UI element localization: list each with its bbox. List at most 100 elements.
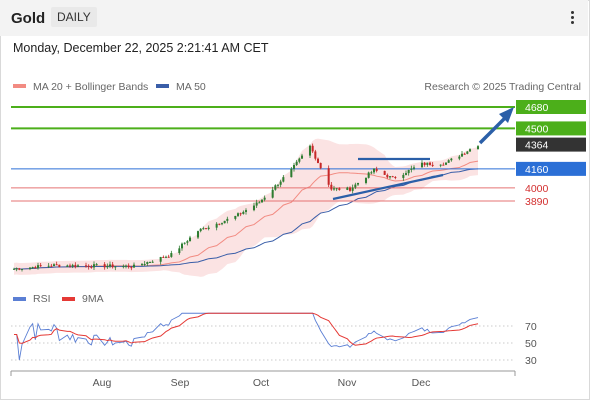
candle-body <box>162 256 165 258</box>
candle-body <box>327 168 330 185</box>
timeframe-tab[interactable]: DAILY <box>51 7 97 27</box>
candle-body <box>335 188 338 190</box>
copyright-text: Research © 2025 Trading Central <box>424 81 581 93</box>
candle-body <box>95 264 98 266</box>
candle-body <box>348 187 352 191</box>
candle-body <box>50 265 53 267</box>
candle-body <box>66 265 69 267</box>
instrument-title: Gold <box>11 10 46 27</box>
candle-body <box>300 155 304 159</box>
candle-body <box>450 158 453 161</box>
pattern-bottom-line <box>332 173 444 201</box>
candle-body <box>178 248 181 254</box>
candle-body <box>308 145 312 156</box>
candle-body <box>47 265 50 267</box>
candle-body <box>199 228 202 232</box>
candle-body <box>338 188 341 190</box>
candle-body <box>76 265 80 267</box>
candle-body <box>170 253 173 257</box>
candle-body <box>463 153 466 155</box>
candle-body <box>103 264 106 268</box>
candle-body <box>12 268 16 270</box>
candle-body <box>108 264 112 267</box>
rsi-line <box>14 312 479 361</box>
legend-swatch <box>156 84 169 88</box>
candle-body <box>239 213 242 215</box>
candle-body <box>164 256 168 258</box>
price-tag-4160 <box>516 161 586 176</box>
candle-body <box>314 151 317 159</box>
chart-header: Gold DAILY <box>0 0 588 36</box>
candle-body <box>410 168 413 170</box>
rsi-legend-swatch <box>62 297 75 301</box>
candle-body <box>84 265 88 267</box>
rsi-legend-label: RSI <box>33 293 51 305</box>
forecast-arrow-head <box>499 107 514 123</box>
candle-body <box>367 172 370 178</box>
candle-body <box>52 264 56 267</box>
price-label-4680: 4680 <box>525 102 549 114</box>
candle-body <box>146 262 149 264</box>
candle-body <box>263 197 266 200</box>
price-tag-4680 <box>516 100 586 114</box>
candle-body <box>370 172 373 174</box>
candle-body <box>106 266 109 268</box>
rsi-ma-line <box>14 312 479 346</box>
candle-body <box>276 184 280 186</box>
candle-body <box>183 242 186 244</box>
candle-body <box>386 174 389 178</box>
candle-body <box>468 149 472 152</box>
candle-body <box>466 151 469 154</box>
candle-body <box>122 266 125 268</box>
candle-body <box>34 267 37 269</box>
candle-body <box>412 167 416 169</box>
candle-body <box>188 237 192 242</box>
candle-body <box>111 264 114 268</box>
candle-body <box>252 205 256 211</box>
chart-datetime: Monday, December 22, 2025 2:21:41 AM CET <box>13 41 269 55</box>
rsi-tick-50: 50 <box>525 338 537 350</box>
candle-body <box>180 243 184 249</box>
legend-label: MA 20 + Bollinger Bands <box>33 81 148 93</box>
candle-body <box>58 264 61 267</box>
candle-body <box>460 153 464 157</box>
candle-body <box>143 263 146 265</box>
forecast-arrow-shaft <box>478 115 508 145</box>
candle-body <box>332 188 336 190</box>
candle-body <box>130 267 133 269</box>
x-tick-label-aug: Aug <box>93 377 112 389</box>
price-label-4364: 4364 <box>525 140 549 152</box>
candle-body <box>87 265 90 267</box>
candle-body <box>298 158 301 162</box>
candle-body <box>476 146 480 150</box>
candle-body <box>74 264 77 267</box>
candle-body <box>148 261 152 263</box>
candle-body <box>356 182 360 185</box>
candle-body <box>428 162 432 165</box>
candle-body <box>204 228 208 230</box>
candle-body <box>202 228 205 230</box>
candle-body <box>159 256 162 262</box>
candle-body <box>442 164 445 166</box>
candle-body <box>375 168 378 171</box>
candle-body <box>207 227 210 229</box>
price-label-4500: 4500 <box>525 123 549 135</box>
candle-body <box>90 266 93 268</box>
price-label-4160: 4160 <box>525 164 549 176</box>
more-options-icon[interactable] <box>568 10 576 28</box>
candle-body <box>391 176 394 178</box>
candle-body <box>319 162 322 169</box>
rsi-tick-30: 30 <box>525 355 537 367</box>
candle-body <box>423 162 426 165</box>
price-label-3890: 3890 <box>525 196 549 208</box>
bollinger-band <box>14 138 478 277</box>
candle-body <box>68 265 72 267</box>
legend-label: MA 50 <box>176 81 206 93</box>
candle-body <box>290 168 293 178</box>
candle-body <box>383 170 386 175</box>
candle-body <box>274 185 277 190</box>
candle-body <box>223 220 226 224</box>
candle-body <box>226 218 229 221</box>
candle-body <box>220 223 224 225</box>
